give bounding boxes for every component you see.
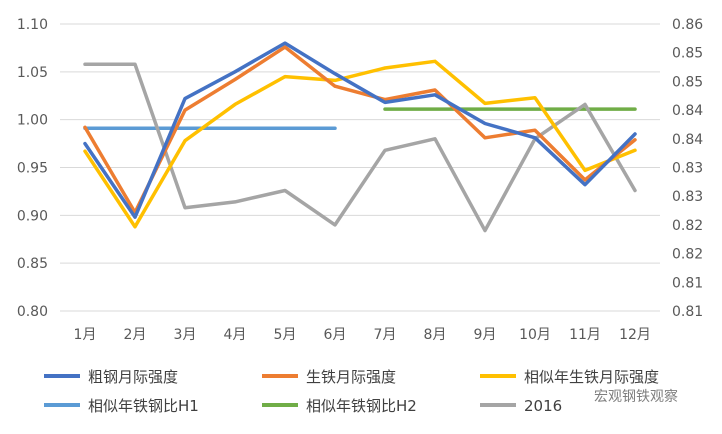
right-axis-tick-label: 0.82 xyxy=(672,247,703,263)
x-axis-tick-label: 4月 xyxy=(224,327,247,343)
legend-label: 粗钢月际强度 xyxy=(88,368,178,386)
left-axis-tick-label: 1.00 xyxy=(17,113,48,129)
right-axis-tick-label: 0.81 xyxy=(672,275,703,291)
x-axis-tick-label: 7月 xyxy=(374,327,397,343)
left-axis-tick-label: 1.10 xyxy=(17,17,48,33)
legend-label: 相似年生铁月际强度 xyxy=(524,368,659,386)
series-line-2 xyxy=(83,45,637,215)
series-lines xyxy=(83,41,637,233)
x-axis-tick-label: 1月 xyxy=(74,327,97,343)
series-line-6 xyxy=(83,62,637,233)
right-axis-tick-label: 0.83 xyxy=(672,161,703,177)
x-axis-tick-label: 10月 xyxy=(519,327,551,343)
right-axis-tick-label: 0.83 xyxy=(672,189,703,205)
x-axis-tick-labels: 1月 2月 3月 4月 5月 6月 7月 8月 9月 10月 11月 12月 xyxy=(74,327,651,343)
left-axis-tick-label: 0.90 xyxy=(17,208,48,224)
left-axis-tick-label: 0.95 xyxy=(17,161,48,177)
left-axis-tick-label: 0.85 xyxy=(17,256,48,272)
legend-label: 相似年铁钢比H1 xyxy=(88,397,199,415)
x-axis-tick-label: 9月 xyxy=(474,327,497,343)
legend-label: 2016 xyxy=(524,397,562,415)
x-axis-tick-label: 6月 xyxy=(324,327,347,343)
x-axis-tick-label: 2月 xyxy=(124,327,147,343)
right-axis-tick-label: 0.85 xyxy=(672,46,703,62)
grid-lines xyxy=(60,23,660,312)
right-axis-tick-label: 0.84 xyxy=(672,103,703,119)
x-axis-tick-label: 11月 xyxy=(569,327,601,343)
x-axis-tick-label: 8月 xyxy=(424,327,447,343)
right-axis-tick-label: 0.81 xyxy=(672,304,703,320)
right-axis-tick-labels: 0.81 0.81 0.82 0.82 0.83 0.83 0.84 0.84 0.85 0.85… xyxy=(672,17,703,320)
left-axis-tick-label: 1.05 xyxy=(17,65,48,81)
x-axis-tick-label: 5月 xyxy=(274,327,297,343)
right-axis-tick-label: 0.85 xyxy=(672,74,703,90)
legend-label: 生铁月际强度 xyxy=(306,368,396,386)
right-axis-tick-label: 0.82 xyxy=(672,218,703,234)
series-line-1 xyxy=(83,41,637,219)
left-axis-tick-label: 0.80 xyxy=(17,304,48,320)
left-axis-tick-labels: 0.80 0.85 0.90 0.95 1.00 1.05 1.10 xyxy=(17,17,48,320)
x-axis-tick-label: 12月 xyxy=(619,327,651,343)
series-line-3 xyxy=(83,59,637,229)
x-axis-tick-label: 3月 xyxy=(174,327,197,343)
right-axis-tick-label: 0.86 xyxy=(672,17,703,33)
watermark-text: 宏观钢铁观察 xyxy=(594,388,678,405)
right-axis-tick-label: 0.84 xyxy=(672,132,703,148)
legend-label: 相似年铁钢比H2 xyxy=(306,397,417,415)
